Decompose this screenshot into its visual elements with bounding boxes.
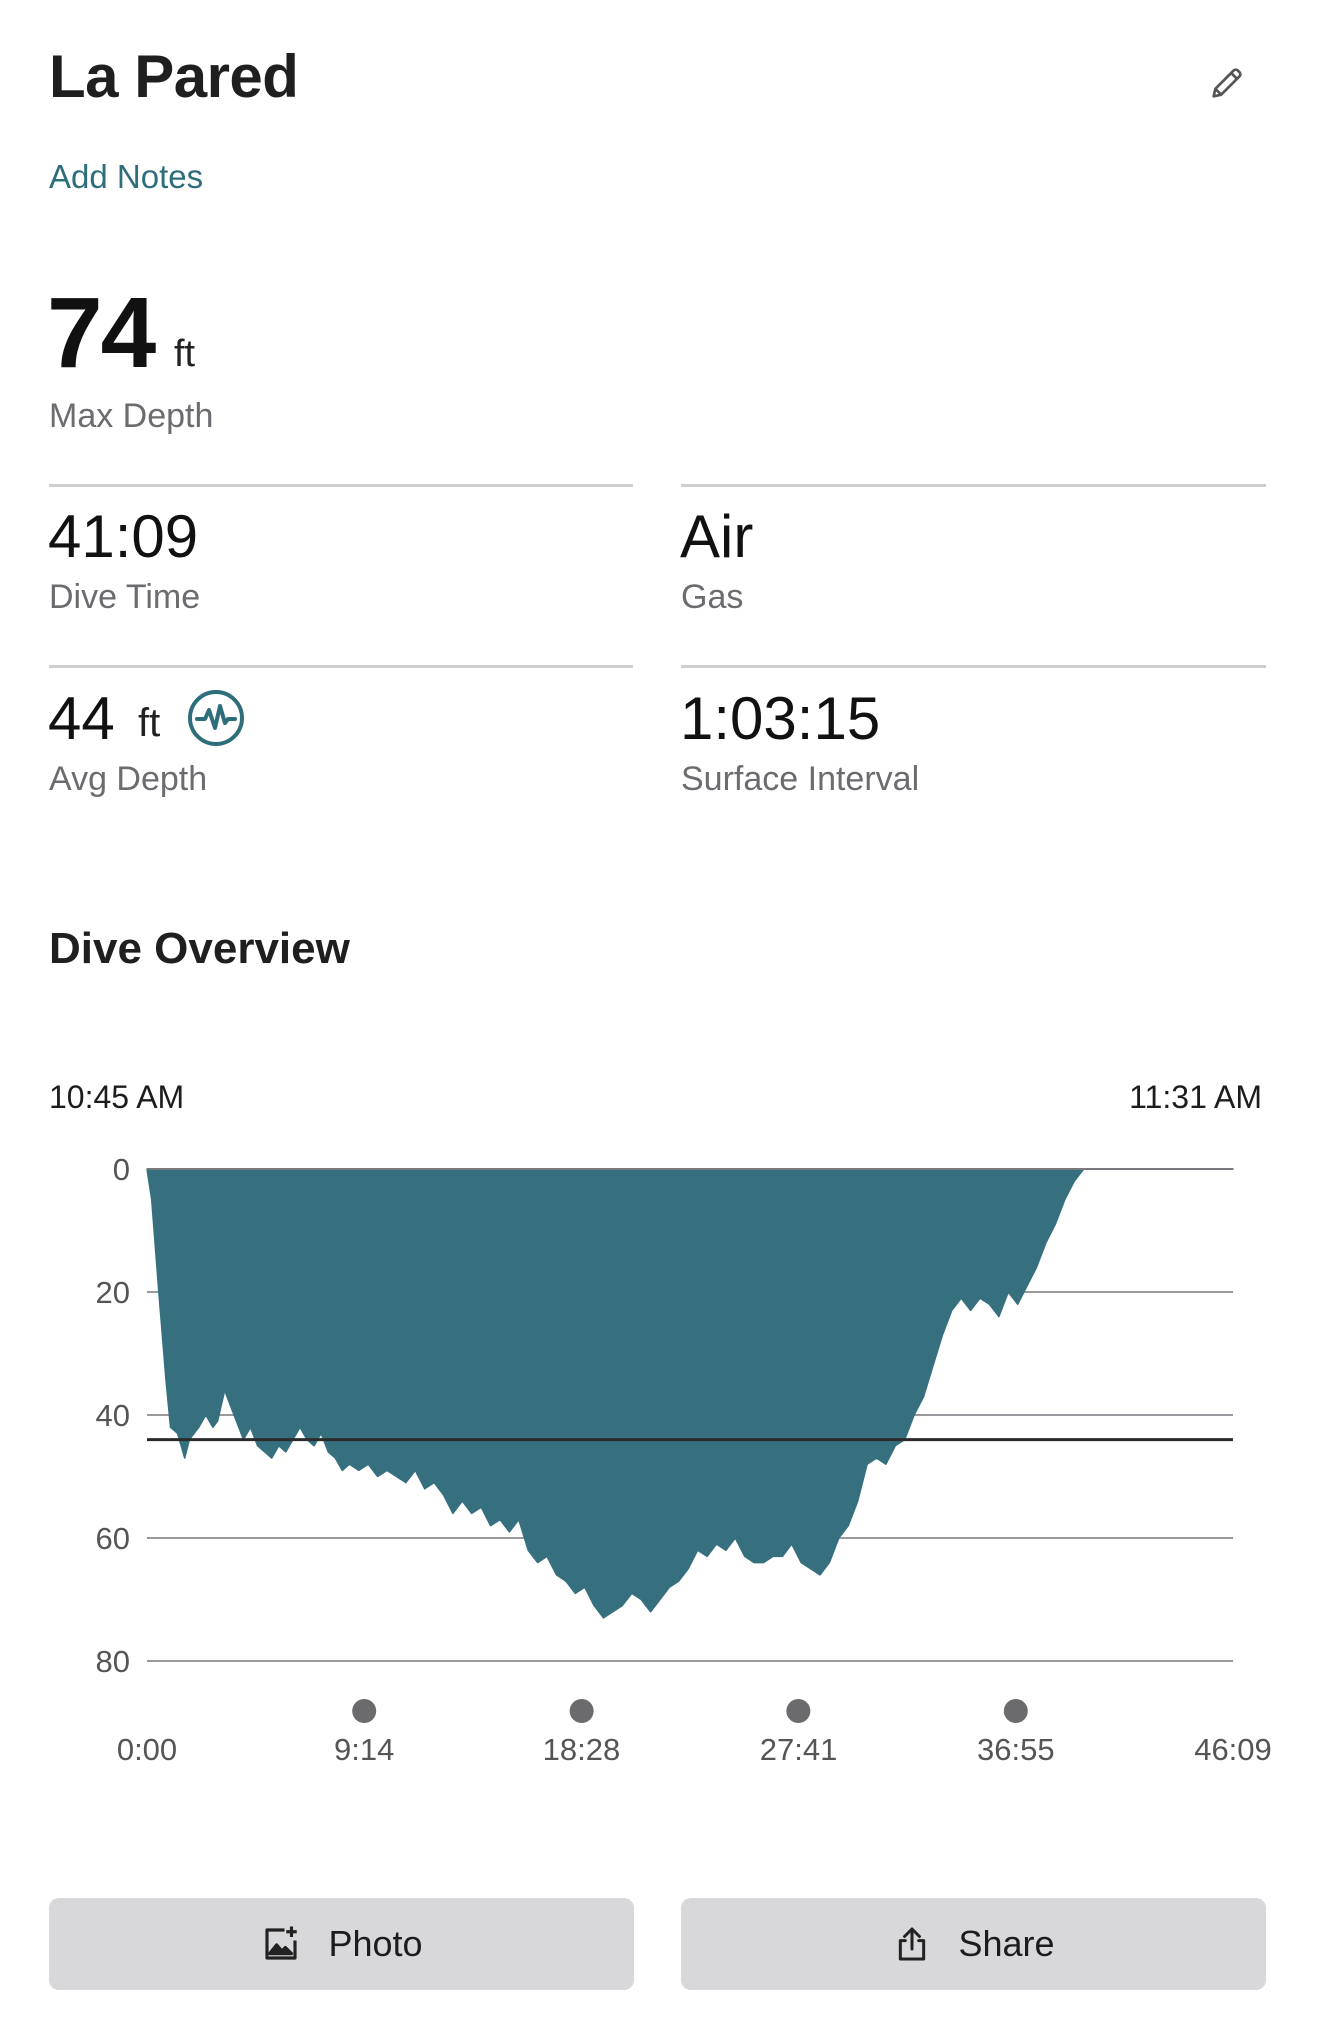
event-marker bbox=[569, 1699, 594, 1723]
max-depth-unit: ft bbox=[174, 333, 196, 375]
avg-depth-value: 44 bbox=[48, 685, 115, 752]
add-photo-icon bbox=[265, 1926, 298, 1960]
add-notes-link[interactable]: Add Notes bbox=[49, 158, 204, 195]
y-tick-label: 20 bbox=[96, 1275, 130, 1310]
x-tick-label: 9:14 bbox=[334, 1732, 394, 1767]
section-title: Dive Overview bbox=[49, 924, 350, 973]
dive-time-label: Dive Time bbox=[49, 578, 201, 616]
dive-profile-chart[interactable]: 0 20 40 60 80 0:00 9:14 18:28 27:41 36:55 46:09 bbox=[0, 1140, 1320, 1790]
divider bbox=[49, 665, 633, 668]
x-tick-label: 0:00 bbox=[117, 1732, 177, 1767]
share-label: Share bbox=[958, 1923, 1055, 1964]
y-tick-label: 60 bbox=[96, 1521, 130, 1556]
depth-area bbox=[146, 1168, 1234, 1619]
max-depth-value: 74 bbox=[47, 277, 156, 389]
x-tick-label: 18:28 bbox=[543, 1732, 621, 1767]
gas-label: Gas bbox=[681, 578, 744, 616]
waveform-icon[interactable] bbox=[186, 688, 246, 748]
surface-interval-label: Surface Interval bbox=[681, 760, 920, 798]
divider bbox=[681, 665, 1266, 668]
event-marker bbox=[1003, 1699, 1028, 1723]
y-tick-label: 80 bbox=[96, 1644, 130, 1679]
start-time: 10:45 AM bbox=[49, 1079, 185, 1115]
gas-value: Air bbox=[680, 503, 754, 570]
event-marker bbox=[786, 1699, 811, 1723]
share-icon bbox=[899, 1927, 926, 1961]
avg-depth-label: Avg Depth bbox=[49, 760, 208, 798]
x-tick-label: 36:55 bbox=[977, 1732, 1055, 1767]
avg-depth-unit: ft bbox=[138, 701, 161, 745]
divider bbox=[681, 484, 1266, 487]
page-title: La Pared bbox=[49, 43, 299, 110]
photo-button[interactable]: Photo bbox=[49, 1898, 634, 1990]
y-tick-label: 0 bbox=[113, 1152, 130, 1187]
end-time: 11:31 AM bbox=[1129, 1079, 1262, 1115]
x-tick-label: 27:41 bbox=[760, 1732, 838, 1767]
divider bbox=[49, 484, 633, 487]
x-tick-label: 46:09 bbox=[1194, 1732, 1272, 1767]
edit-button[interactable] bbox=[1196, 52, 1258, 114]
photo-label: Photo bbox=[328, 1923, 423, 1964]
max-depth-label: Max Depth bbox=[49, 397, 214, 435]
dive-time-value: 41:09 bbox=[48, 503, 199, 570]
share-button[interactable]: Share bbox=[681, 1898, 1266, 1990]
y-tick-label: 40 bbox=[96, 1398, 130, 1433]
event-marker bbox=[352, 1699, 377, 1723]
surface-interval-value: 1:03:15 bbox=[680, 685, 881, 752]
pencil-icon bbox=[1212, 68, 1242, 98]
